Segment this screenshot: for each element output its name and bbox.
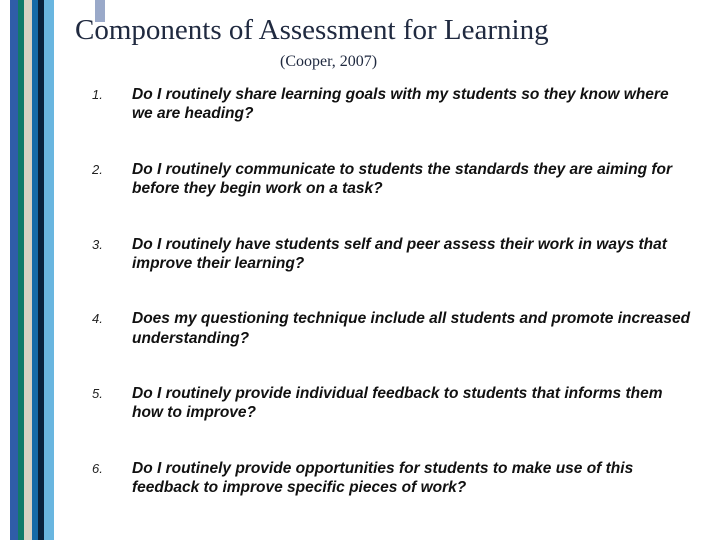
list-item: 3.Do I routinely have students self and … — [92, 235, 692, 274]
item-text: Do I routinely share learning goals with… — [132, 85, 692, 124]
list-item: 5.Do I routinely provide individual feed… — [92, 384, 692, 423]
item-number: 6. — [92, 459, 132, 476]
slide-title: Components of Assessment for Learning — [75, 14, 549, 47]
list-item: 4.Does my questioning technique include … — [92, 309, 692, 348]
item-number: 5. — [92, 384, 132, 401]
sidebar-stripe — [54, 0, 58, 540]
item-number: 2. — [92, 160, 132, 177]
sidebar-stripe — [10, 0, 18, 540]
item-text: Do I routinely communicate to students t… — [132, 160, 692, 199]
list-item: 2.Do I routinely communicate to students… — [92, 160, 692, 199]
item-number: 4. — [92, 309, 132, 326]
item-text: Do I routinely provide individual feedba… — [132, 384, 692, 423]
decorative-sidebar — [0, 0, 58, 540]
list-item: 6.Do I routinely provide opportunities f… — [92, 459, 692, 498]
item-text: Does my questioning technique include al… — [132, 309, 692, 348]
list-item: 1.Do I routinely share learning goals wi… — [92, 85, 692, 124]
item-number: 3. — [92, 235, 132, 252]
item-text: Do I routinely provide opportunities for… — [132, 459, 692, 498]
question-list: 1.Do I routinely share learning goals wi… — [92, 85, 692, 534]
slide-subtitle: (Cooper, 2007) — [280, 53, 377, 71]
sidebar-stripe — [24, 0, 32, 540]
item-text: Do I routinely have students self and pe… — [132, 235, 692, 274]
sidebar-stripe — [44, 0, 54, 540]
item-number: 1. — [92, 85, 132, 102]
